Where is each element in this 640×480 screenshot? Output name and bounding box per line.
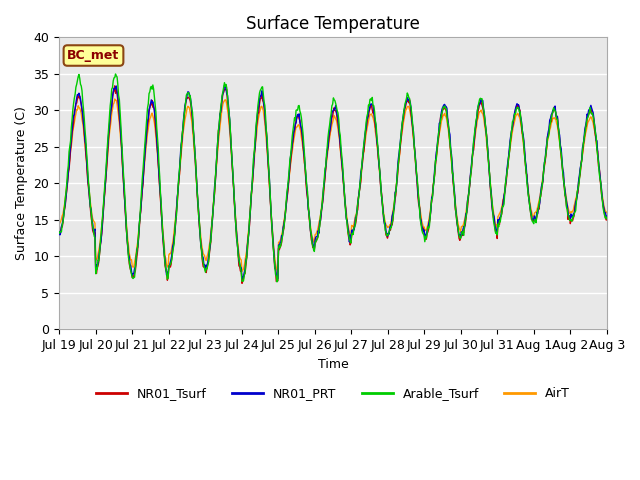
Y-axis label: Surface Temperature (C): Surface Temperature (C) (15, 107, 28, 260)
AirT (122, 218, 130, 224)
Line: NR01_Tsurf: NR01_Tsurf (59, 86, 607, 283)
AirT (178, 144, 186, 150)
NR01_Tsurf (178, 138, 186, 144)
Arable_Tsurf (122, 221, 130, 227)
NR01_PRT (221, 83, 228, 88)
NR01_PRT (65, 164, 73, 169)
NR01_PRT (177, 142, 185, 148)
Arable_Tsurf (207, 239, 214, 245)
Arable_Tsurf (401, 101, 409, 107)
AirT (603, 210, 611, 216)
Title: Surface Temperature: Surface Temperature (246, 15, 420, 33)
Text: BC_met: BC_met (67, 49, 120, 62)
AirT (401, 110, 409, 116)
NR01_PRT (603, 214, 611, 219)
NR01_Tsurf (122, 225, 130, 230)
NR01_PRT (55, 229, 63, 235)
AirT (55, 221, 63, 227)
Arable_Tsurf (65, 149, 73, 155)
AirT (417, 213, 425, 219)
Line: NR01_PRT: NR01_PRT (59, 85, 607, 278)
X-axis label: Time: Time (317, 358, 348, 371)
NR01_PRT (417, 217, 425, 223)
AirT (65, 162, 73, 168)
NR01_PRT (401, 104, 409, 109)
AirT (207, 230, 214, 236)
AirT (111, 96, 118, 102)
Legend: NR01_Tsurf, NR01_PRT, Arable_Tsurf, AirT: NR01_Tsurf, NR01_PRT, Arable_Tsurf, AirT (91, 382, 575, 405)
AirT (238, 269, 246, 275)
NR01_Tsurf (55, 231, 63, 237)
Arable_Tsurf (273, 279, 281, 285)
NR01_Tsurf (207, 240, 214, 245)
NR01_Tsurf (111, 83, 118, 89)
Arable_Tsurf (55, 230, 63, 236)
Arable_Tsurf (112, 71, 120, 77)
Arable_Tsurf (417, 221, 425, 227)
Line: Arable_Tsurf: Arable_Tsurf (59, 74, 607, 282)
NR01_Tsurf (238, 280, 246, 286)
NR01_Tsurf (65, 166, 73, 172)
NR01_PRT (122, 211, 129, 216)
NR01_PRT (206, 244, 214, 250)
Arable_Tsurf (178, 134, 186, 140)
NR01_PRT (274, 276, 282, 281)
NR01_Tsurf (401, 106, 409, 111)
NR01_Tsurf (603, 217, 611, 223)
NR01_Tsurf (417, 221, 425, 227)
Line: AirT: AirT (59, 99, 607, 272)
Arable_Tsurf (603, 216, 611, 222)
